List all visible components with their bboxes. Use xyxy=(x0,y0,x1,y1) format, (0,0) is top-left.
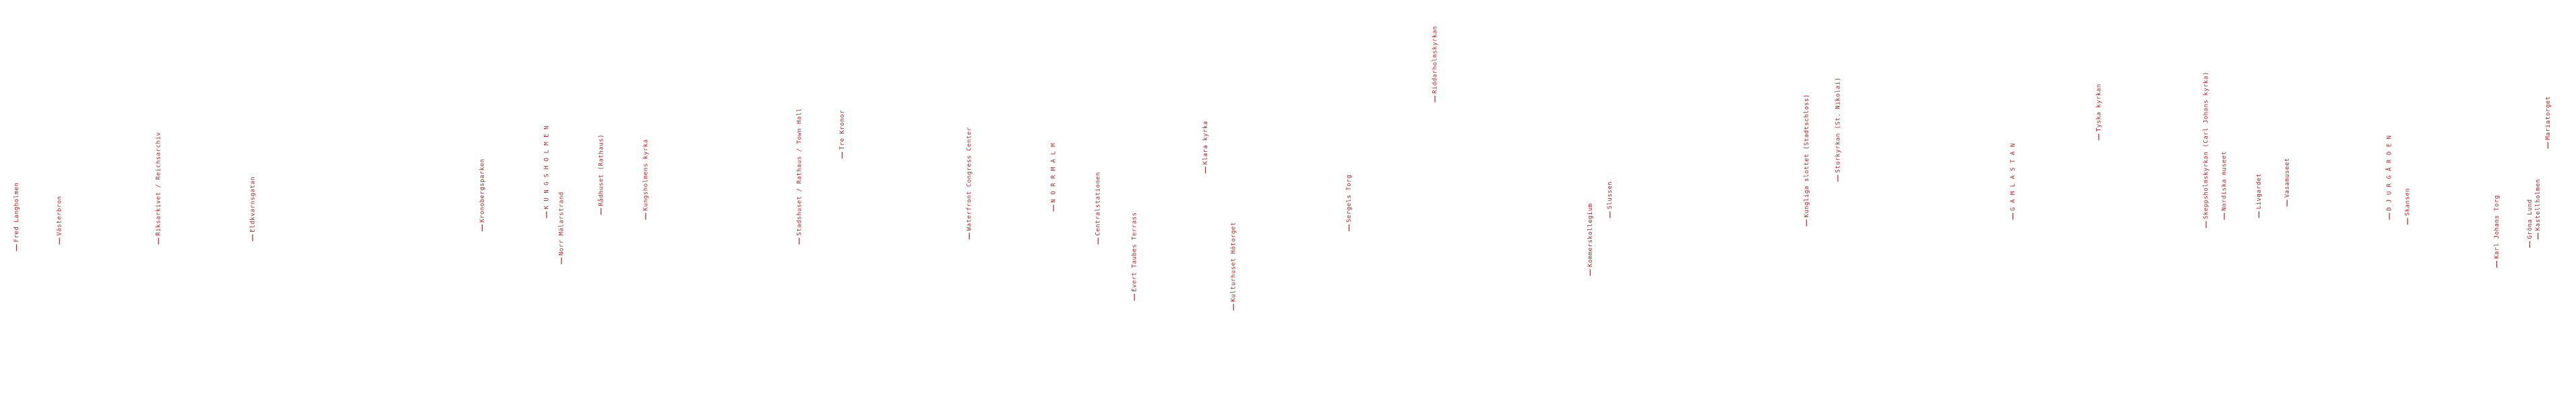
place-label: Västerbron xyxy=(57,196,63,235)
place-label: Skansen xyxy=(2405,188,2412,216)
place-label: Tyska kyrkan xyxy=(2095,84,2102,131)
place-label: N O R R M A L M xyxy=(1051,143,1057,203)
place-label: Sergels Torg xyxy=(1346,175,1353,222)
place-label: D J U R G Å R D E N xyxy=(2385,135,2393,210)
place-label: Centralstationen xyxy=(1095,172,1102,236)
place-label: Skeppsholmskyrkan (Carl Johans kyrka) xyxy=(2203,71,2210,219)
place-label: Rådhuset (Rathaus) xyxy=(597,134,605,206)
place-label: Tre Kronor xyxy=(839,110,846,150)
place-label: K U N G S H O L M E N xyxy=(543,125,550,209)
place-label: Slussen xyxy=(1607,181,1614,209)
place-label: Kulturhuset Hötorget xyxy=(1231,222,1237,301)
place-label: Kungsholmens kyrka xyxy=(642,139,649,211)
place-label: Nordiska museet xyxy=(2221,151,2228,211)
place-label: Kommerskollegium xyxy=(1587,203,1594,267)
place-label: Kungliga slottet (Stadtschloss) xyxy=(1804,94,1810,217)
place-label: G A M L A S T A N xyxy=(2010,143,2017,211)
place-label: Vasamuseet xyxy=(2284,158,2291,198)
place-label: Eldkvarnsgatan xyxy=(249,177,256,233)
place-label: Klara kyrka xyxy=(1202,121,1209,165)
place-label: Stadshuset / Rathaus / Town Hall xyxy=(796,108,803,235)
place-label: Riddarholmskyrkan xyxy=(1432,26,1439,94)
place-label: Fred Langholmen xyxy=(13,183,20,243)
place-label: Gröna Lund xyxy=(2527,199,2534,239)
place-label: Evert Taubes Terrass xyxy=(1132,212,1138,292)
place-label: Karl Johans Torg xyxy=(2494,195,2501,259)
place-label: Kastellholmen xyxy=(2535,179,2542,231)
place-label: Livgardet xyxy=(2256,173,2263,209)
place-label: Kronobergsparken xyxy=(479,158,486,222)
place-label: Norr Mälarstrand xyxy=(559,191,565,256)
place-label: Waterfront Congress Center xyxy=(967,127,973,231)
place-label: Mariatorget xyxy=(2545,96,2552,140)
place-label: Storkyrkan (St. Nikolai) xyxy=(1835,77,1841,173)
place-label: Riksarkivet / Reichsarchiv xyxy=(156,132,162,236)
